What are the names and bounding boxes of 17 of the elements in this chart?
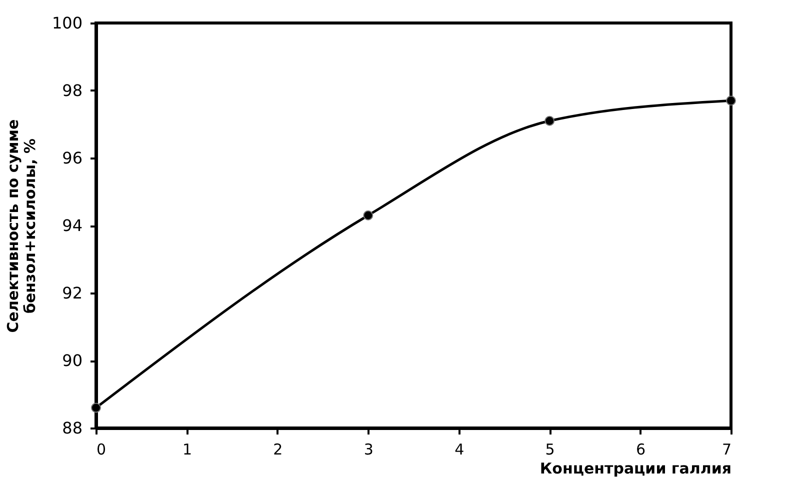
y-tick-label: 100 [52,14,82,32]
y-tick-label: 92 [62,284,82,302]
x-tick-label: 7 [722,440,732,458]
x-tick-label: 0 [96,440,106,458]
x-tick-label: 5 [545,440,555,458]
x-axis-title: Концентрации галлия [540,460,732,478]
y-tick-label: 96 [62,148,82,168]
x-tick-label: 1 [182,440,192,458]
x-tick-label: 6 [636,440,646,458]
y-tick-label: 98 [62,81,82,100]
y-tick-label: 90 [62,351,82,370]
y-axis-title: Селективность по сумме бензол+ксилолы, % [4,119,39,333]
x-tick-label: 3 [364,440,374,458]
y-tick-label: 88 [62,418,82,438]
x-tick-label: 2 [273,440,283,458]
x-tick-label: 4 [454,440,464,458]
y-tick-label: 94 [62,216,82,235]
